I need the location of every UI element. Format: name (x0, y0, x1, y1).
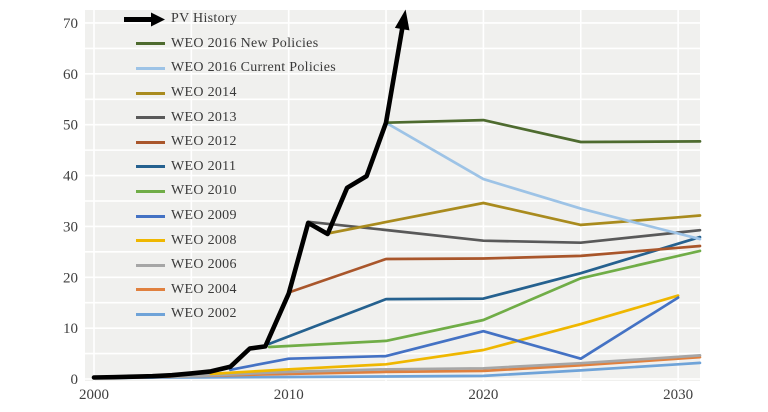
y-axis-tick-label: 40 (63, 169, 78, 185)
chart-legend: PV History WEO 2016 New Policies WEO 2016 … (123, 7, 336, 327)
series-line-weo-2011 (267, 235, 702, 346)
legend-line-swatch (136, 165, 165, 169)
legend-line-swatch (136, 239, 165, 243)
legend-line-swatch (136, 288, 165, 292)
legend-item-weo-2010: WEO 2010 (123, 179, 336, 204)
legend-label: WEO 2009 (171, 208, 237, 224)
legend-line-swatch (136, 116, 165, 120)
legend-label: WEO 2002 (171, 306, 237, 322)
legend-label: WEO 2016 Current Policies (171, 60, 336, 76)
series-line-weo-2010 (267, 249, 702, 349)
legend-item-weo-2002: WEO 2002 (123, 302, 336, 327)
legend-line-swatch (136, 42, 165, 46)
x-axis-tick-label: 2030 (663, 387, 693, 403)
legend-label: WEO 2004 (171, 281, 237, 297)
series-line-pv-history (91, 22, 406, 380)
series-line-weo-2012 (287, 244, 702, 294)
legend-item-weo-2013: WEO 2013 (123, 105, 336, 130)
series-line-weo-2016-current-policies (384, 121, 702, 241)
legend-item-weo-2004: WEO 2004 (123, 278, 336, 303)
legend-line-swatch (136, 140, 165, 144)
legend-item-weo-2016-new-policies: WEO 2016 New Policies (123, 32, 336, 57)
pv-history-arrowhead-icon (394, 9, 410, 31)
legend-item-weo-2012: WEO 2012 (123, 130, 336, 155)
series-line-weo-2008 (209, 294, 680, 376)
legend-label: WEO 2011 (171, 158, 237, 174)
legend-arrow-icon (124, 12, 165, 27)
legend-item-pv-history: PV History (123, 7, 336, 32)
legend-line-swatch (136, 66, 165, 70)
series-line-weo-2006 (170, 354, 702, 379)
series-line-weo-2002 (92, 361, 702, 380)
legend-label: WEO 2010 (171, 183, 237, 199)
series-line-weo-2016-new-policies (384, 118, 702, 144)
legend-item-weo-2016-current-policies: WEO 2016 Current Policies (123, 56, 336, 81)
y-axis-tick-label: 0 (71, 372, 79, 388)
y-axis-tick-label: 50 (63, 118, 78, 134)
legend-item-weo-2011: WEO 2011 (123, 155, 336, 180)
y-axis-tick-label: 10 (63, 321, 78, 337)
legend-item-weo-2008: WEO 2008 (123, 228, 336, 253)
legend-line-swatch (136, 91, 165, 95)
series-line-weo-2014 (326, 201, 702, 235)
legend-line-swatch (136, 189, 165, 193)
series-line-weo-2009 (228, 296, 680, 372)
x-axis-tick-label: 2020 (468, 387, 498, 403)
x-axis-tick-label: 2010 (274, 387, 304, 403)
legend-label: WEO 2006 (171, 257, 237, 273)
series-line-weo-2013 (306, 220, 702, 245)
legend-item-weo-2006: WEO 2006 (123, 253, 336, 278)
legend-line-swatch (136, 312, 165, 316)
legend-line-swatch (136, 263, 165, 267)
legend-label: WEO 2014 (171, 85, 237, 101)
x-axis-tick-label: 2000 (79, 387, 109, 403)
legend-label: WEO 2012 (171, 134, 237, 150)
legend-item-weo-2014: WEO 2014 (123, 81, 336, 106)
legend-label: PV History (171, 11, 238, 27)
y-axis-tick-label: 60 (63, 67, 78, 83)
y-axis-tick-label: 70 (63, 16, 78, 32)
y-axis-tick-label: 30 (63, 219, 78, 235)
legend-label: WEO 2008 (171, 232, 237, 248)
series-line-weo-2004 (131, 355, 702, 379)
legend-line-swatch (136, 214, 165, 218)
legend-item-weo-2009: WEO 2009 (123, 204, 336, 229)
y-axis-tick-label: 20 (63, 270, 78, 286)
legend-label: WEO 2013 (171, 109, 237, 125)
legend-label: WEO 2016 New Policies (171, 35, 319, 51)
